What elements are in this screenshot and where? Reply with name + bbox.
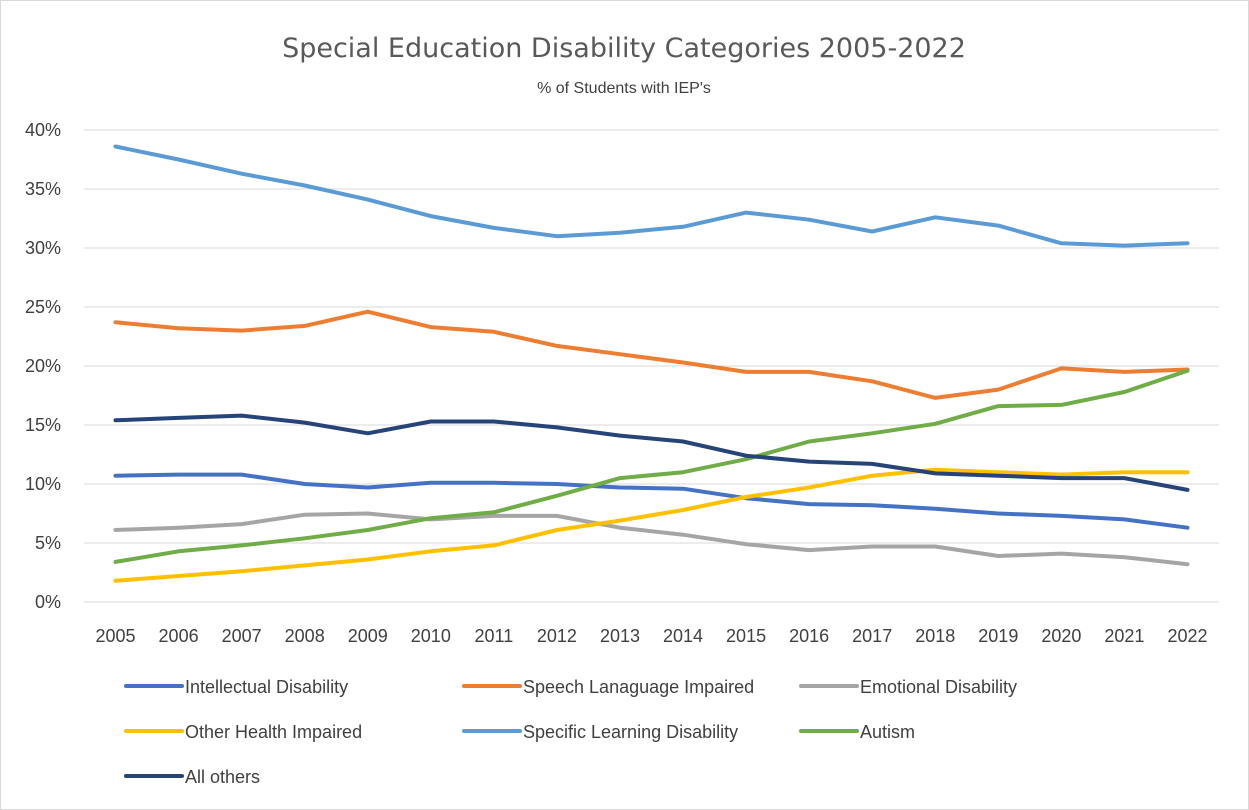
- y-tick-label: 30%: [25, 238, 61, 258]
- x-tick-label: 2013: [600, 626, 640, 646]
- x-tick-label: 2011: [475, 626, 514, 646]
- legend-label: Speech Lanaguage Impaired: [523, 677, 754, 697]
- y-tick-label: 0%: [35, 592, 61, 612]
- series-line-5: [113, 144, 1190, 248]
- x-tick-label: 2015: [726, 626, 766, 646]
- x-tick-label: 2019: [978, 626, 1018, 646]
- x-tick-label: 2018: [915, 626, 955, 646]
- legend: Intellectual Disability Speech Lanaguage …: [124, 677, 1017, 787]
- x-tick-label: 2010: [411, 626, 451, 646]
- x-tick-label: 2009: [348, 626, 388, 646]
- series-line-2: [113, 309, 1190, 400]
- legend-label: Other Health Impaired: [185, 722, 362, 742]
- y-tick-label: 20%: [25, 356, 61, 376]
- series-line-1: [113, 472, 1190, 530]
- y-tick-label: 5%: [35, 533, 61, 553]
- x-tick-label: 2017: [852, 626, 892, 646]
- x-tick-label: 2012: [537, 626, 577, 646]
- y-tick-label: 40%: [25, 120, 61, 140]
- x-tick-label: 2021: [1104, 626, 1144, 646]
- chart-subtitle: % of Students with IEP's: [537, 80, 711, 97]
- series-lines: [113, 144, 1190, 583]
- y-tick-label: 10%: [25, 474, 61, 494]
- x-axis-ticks: 2005 2006 2007 2008 2009 2010 2011 2012 2013 2014…: [96, 626, 1208, 646]
- y-tick-label: 15%: [25, 415, 61, 435]
- x-tick-label: 2020: [1041, 626, 1081, 646]
- y-tick-label: 25%: [25, 297, 61, 317]
- legend-label: Autism: [860, 722, 915, 742]
- legend-label: Intellectual Disability: [185, 677, 348, 697]
- y-axis-ticks: 0% 5% 10% 15% 20% 25% 30% 35% 40%: [25, 120, 61, 612]
- series-line-3: [113, 511, 1190, 567]
- x-tick-label: 2008: [285, 626, 325, 646]
- x-tick-label: 2005: [96, 626, 136, 646]
- series-line-6: [113, 368, 1190, 564]
- x-tick-label: 2022: [1167, 626, 1207, 646]
- legend-label: Emotional Disability: [860, 677, 1017, 697]
- chart-title: Special Education Disability Categories …: [282, 33, 966, 64]
- y-tick-label: 35%: [25, 179, 61, 199]
- legend-label: Specific Learning Disability: [523, 722, 738, 742]
- x-tick-label: 2007: [222, 626, 262, 646]
- x-tick-label: 2006: [159, 626, 199, 646]
- series-line-4: [113, 467, 1190, 583]
- x-tick-label: 2016: [789, 626, 829, 646]
- x-tick-label: 2014: [663, 626, 703, 646]
- legend-label: All others: [185, 767, 260, 787]
- series-line-7: [113, 413, 1190, 492]
